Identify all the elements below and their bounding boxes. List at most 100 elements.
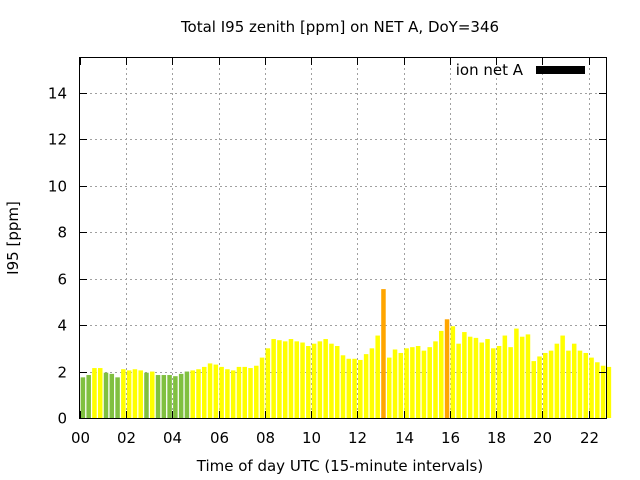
y-tick-label: 2	[57, 364, 67, 382]
bar	[583, 352, 589, 418]
bar	[577, 350, 583, 418]
bar	[346, 358, 352, 418]
x-tick-label: 22	[580, 429, 599, 447]
bar	[254, 365, 259, 418]
bar	[381, 289, 386, 418]
bar	[92, 368, 97, 418]
bar	[508, 347, 513, 418]
bar	[282, 341, 288, 418]
x-tick-label: 08	[256, 429, 275, 447]
bar	[543, 352, 548, 418]
x-tick-label: 12	[348, 429, 367, 447]
bar	[358, 359, 363, 418]
bar	[86, 375, 91, 418]
bar	[485, 339, 490, 418]
bar	[288, 339, 294, 418]
bar	[421, 350, 427, 418]
bar	[155, 375, 161, 418]
bar	[242, 366, 247, 418]
x-tick-label: 02	[117, 429, 136, 447]
bar	[248, 368, 253, 418]
bar	[479, 342, 484, 418]
bar	[213, 364, 219, 418]
bar	[600, 365, 606, 418]
bar	[554, 343, 560, 418]
legend-swatch	[536, 66, 585, 74]
bar	[606, 366, 612, 418]
bar	[444, 319, 450, 418]
bar	[323, 339, 328, 418]
y-tick-label: 8	[57, 224, 67, 242]
bar	[311, 343, 317, 418]
y-tick-label: 12	[48, 131, 67, 149]
bar	[473, 337, 479, 418]
x-tick-label: 18	[487, 429, 506, 447]
bar	[410, 347, 415, 418]
bar	[80, 377, 86, 418]
bar	[531, 361, 536, 418]
bar	[375, 335, 380, 418]
bar	[121, 369, 126, 418]
bar	[450, 326, 456, 418]
bar	[340, 355, 346, 418]
bar	[537, 356, 542, 418]
bar	[589, 357, 594, 418]
bar	[259, 357, 265, 418]
bar	[115, 377, 120, 418]
bar	[277, 340, 282, 418]
y-tick-label: 10	[48, 178, 67, 196]
bar	[317, 341, 323, 418]
chart-title: Total I95 zenith [ppm] on NET A, DoY=346	[180, 18, 499, 36]
bar	[161, 375, 167, 418]
bar	[167, 375, 172, 418]
bar	[150, 371, 155, 418]
bar	[433, 341, 438, 418]
bar	[271, 339, 276, 418]
y-tick-label: 0	[57, 410, 67, 428]
bar	[207, 363, 213, 418]
bar	[190, 370, 195, 418]
bar	[491, 348, 496, 418]
x-axis-label: Time of day UTC (15-minute intervals)	[196, 457, 483, 475]
y-tick-label: 4	[57, 317, 67, 335]
bar	[184, 371, 190, 418]
bar	[132, 369, 138, 418]
bar	[103, 372, 109, 418]
bar	[560, 335, 565, 418]
legend-label: ion net A	[456, 61, 524, 79]
bar	[138, 370, 143, 418]
x-tick-label: 16	[441, 429, 460, 447]
bars	[80, 289, 612, 418]
bar	[525, 334, 531, 418]
bar	[178, 373, 184, 418]
bar	[363, 354, 369, 418]
bar	[462, 332, 467, 418]
plot-frame	[79, 57, 607, 419]
y-tick-label: 14	[48, 85, 67, 103]
bar	[202, 366, 207, 418]
bar	[502, 335, 508, 418]
bar	[97, 368, 103, 418]
x-tick-label: 04	[163, 429, 182, 447]
bar	[144, 372, 149, 418]
x-tick-label: 06	[210, 429, 229, 447]
bar	[496, 346, 502, 418]
bar	[329, 343, 334, 418]
bar	[230, 370, 236, 418]
bar	[369, 348, 375, 418]
bar	[398, 352, 404, 418]
bar	[306, 346, 311, 418]
x-tick-label: 00	[71, 429, 90, 447]
bar	[595, 362, 600, 418]
y-axis-label: I95 [ppm]	[4, 201, 22, 275]
bar	[404, 348, 409, 418]
bar	[427, 347, 432, 418]
bar	[392, 349, 398, 418]
bar	[109, 373, 115, 418]
bar	[566, 350, 571, 418]
bar	[173, 376, 178, 418]
x-tick-label: 10	[302, 429, 321, 447]
bar	[519, 336, 525, 418]
bar	[439, 330, 444, 418]
